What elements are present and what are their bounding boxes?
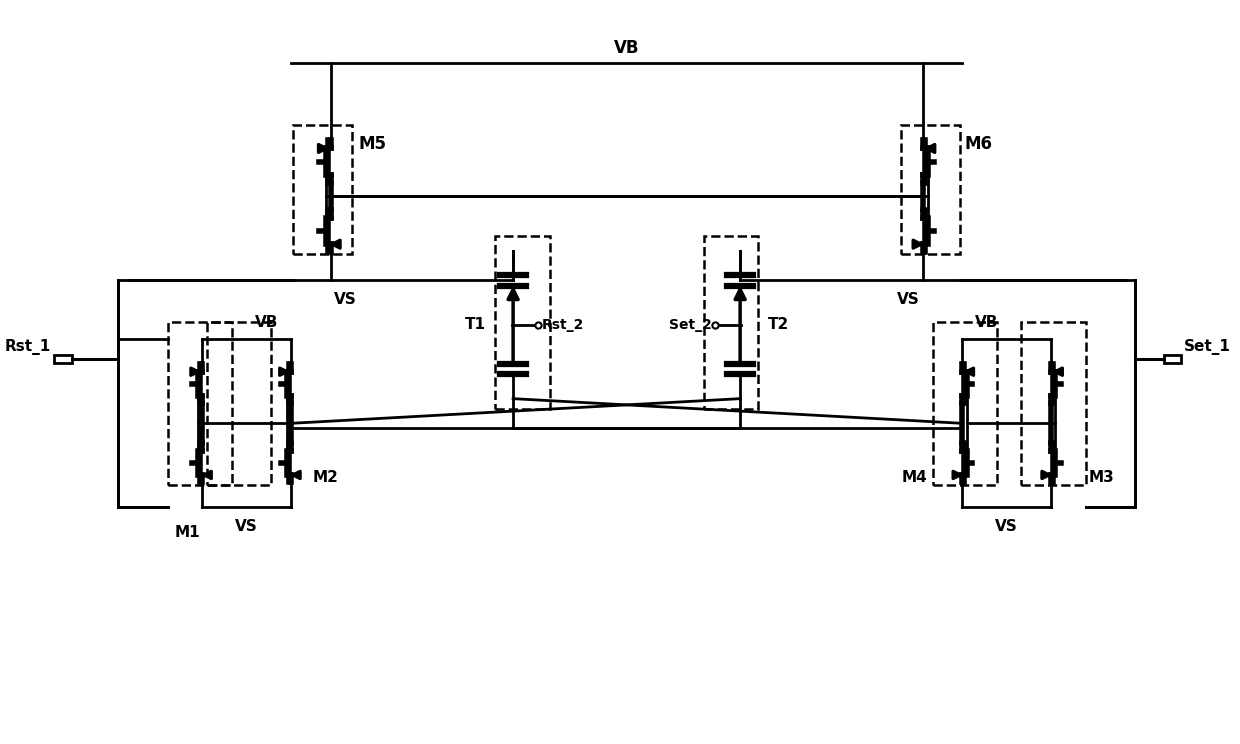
- Bar: [495, 236, 549, 408]
- Bar: [703, 236, 758, 408]
- Bar: [932, 321, 997, 484]
- Text: M3: M3: [1089, 470, 1115, 485]
- Bar: [293, 125, 352, 254]
- Text: VB: VB: [614, 39, 640, 57]
- Text: M4: M4: [901, 470, 928, 485]
- Text: T2: T2: [768, 317, 789, 332]
- Text: VB: VB: [254, 315, 278, 330]
- Text: VS: VS: [996, 519, 1018, 534]
- Bar: [55, 355, 72, 363]
- Text: M5: M5: [358, 135, 386, 153]
- Text: Rst_1: Rst_1: [5, 339, 51, 356]
- Text: M2: M2: [312, 470, 339, 485]
- Bar: [901, 125, 960, 254]
- Text: VS: VS: [897, 292, 919, 307]
- Bar: [167, 321, 232, 484]
- Text: T1: T1: [465, 317, 486, 332]
- Text: Rst_2: Rst_2: [542, 318, 584, 332]
- Text: VS: VS: [334, 292, 357, 307]
- Bar: [207, 321, 272, 484]
- Text: Set_2: Set_2: [668, 318, 712, 332]
- Text: M6: M6: [965, 135, 992, 153]
- Text: Set_1: Set_1: [1184, 339, 1231, 356]
- Text: VS: VS: [236, 519, 258, 534]
- Text: VB: VB: [975, 315, 998, 330]
- Bar: [1163, 355, 1182, 363]
- Text: M1: M1: [175, 525, 200, 540]
- Bar: [1022, 321, 1085, 484]
